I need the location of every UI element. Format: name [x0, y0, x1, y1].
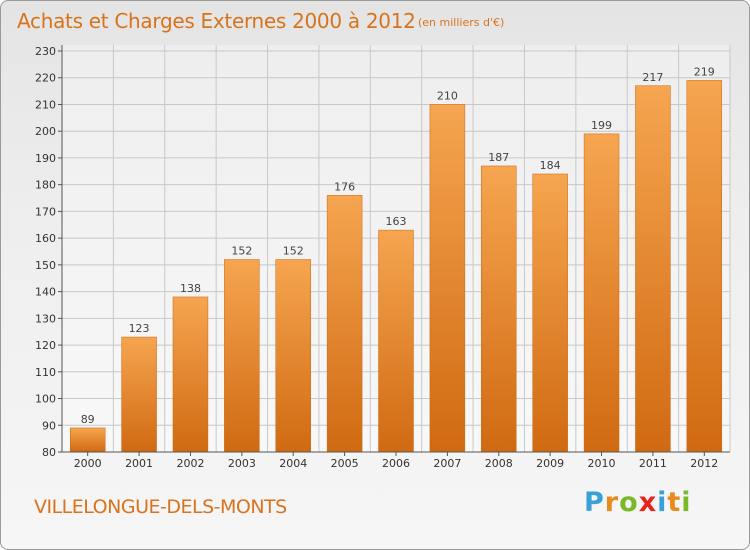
data-label: 210 [437, 89, 458, 102]
y-tick-label: 160 [35, 232, 56, 245]
data-label: 219 [694, 65, 715, 78]
bar-2001[interactable] [121, 336, 157, 453]
logo-letter: i [657, 487, 668, 518]
bar-2010[interactable] [583, 133, 620, 453]
x-tick-label: 2003 [228, 457, 256, 470]
x-tick-label: 2011 [639, 457, 667, 470]
logo-letter: i [681, 487, 692, 518]
y-tick-label: 190 [35, 152, 56, 165]
x-tick-label: 2001 [125, 457, 153, 470]
bar-2000[interactable] [69, 427, 106, 453]
y-tick-label: 180 [35, 179, 56, 192]
bar-2004[interactable] [275, 259, 311, 453]
data-label: 152 [283, 245, 304, 258]
y-tick-label: 210 [35, 98, 56, 111]
y-tick-label: 170 [35, 205, 56, 218]
x-tick-label: 2000 [74, 457, 102, 470]
bar-2005[interactable] [326, 195, 363, 453]
chart-subtitle: (en milliers d'€) [418, 16, 505, 29]
y-tick-label: 150 [35, 259, 56, 272]
x-tick-label: 2007 [433, 457, 461, 470]
commune-name: VILLELONGUE-DELS-MONTS [34, 496, 287, 518]
x-tick-label: 2002 [176, 457, 204, 470]
bar-2007[interactable] [429, 104, 466, 453]
data-label: 184 [540, 159, 561, 172]
bar-2002[interactable] [172, 296, 209, 453]
data-label: 152 [231, 245, 252, 258]
y-tick-label: 200 [35, 125, 56, 138]
data-label: 176 [334, 180, 355, 193]
y-tick-label: 130 [35, 312, 56, 325]
x-tick-label: 2010 [588, 457, 616, 470]
x-tick-label: 2004 [279, 457, 307, 470]
chart-title: Achats et Charges Externes 2000 à 2012 [17, 9, 416, 33]
bar-2009[interactable] [532, 173, 568, 453]
data-label: 187 [488, 151, 509, 164]
x-tick-label: 2009 [536, 457, 564, 470]
y-tick-label: 110 [35, 366, 56, 379]
data-label: 123 [129, 322, 150, 335]
bar-2012[interactable] [686, 80, 723, 453]
axes: 80 90 100 110 120 130 140 150 160 170 180 190 200 210… [35, 45, 730, 470]
data-label: 217 [642, 71, 663, 84]
x-tick-label: 2008 [485, 457, 513, 470]
bars: 89 123 138 152 152 176 163 210 187 184 199 217 219 [69, 65, 723, 453]
bar-2006[interactable] [378, 229, 414, 453]
bar-2011[interactable] [635, 85, 671, 453]
y-tick-label: 220 [35, 72, 56, 85]
bar-2008[interactable] [481, 165, 517, 453]
data-label: 199 [591, 119, 612, 132]
data-label: 163 [386, 215, 407, 228]
data-label: 138 [180, 282, 201, 295]
y-tick-label: 100 [35, 393, 56, 406]
y-tick-label: 80 [42, 446, 56, 459]
x-tick-label: 2005 [331, 457, 359, 470]
logo-letter: o [619, 487, 639, 518]
x-tick-label: 2006 [382, 457, 410, 470]
logo-letter: r [604, 487, 620, 518]
logo-letter: x [638, 487, 658, 518]
x-tick-label: 2012 [690, 457, 718, 470]
bar-2003[interactable] [224, 259, 260, 453]
y-tick-label: 230 [35, 45, 56, 58]
logo-letter: t [667, 487, 682, 518]
proxiti-logo[interactable]: Proxiti [584, 487, 692, 518]
data-label: 89 [81, 413, 95, 426]
y-tick-label: 120 [35, 339, 56, 352]
y-tick-label: 140 [35, 286, 56, 299]
y-tick-label: 90 [42, 419, 56, 432]
logo-letter: P [584, 487, 605, 518]
